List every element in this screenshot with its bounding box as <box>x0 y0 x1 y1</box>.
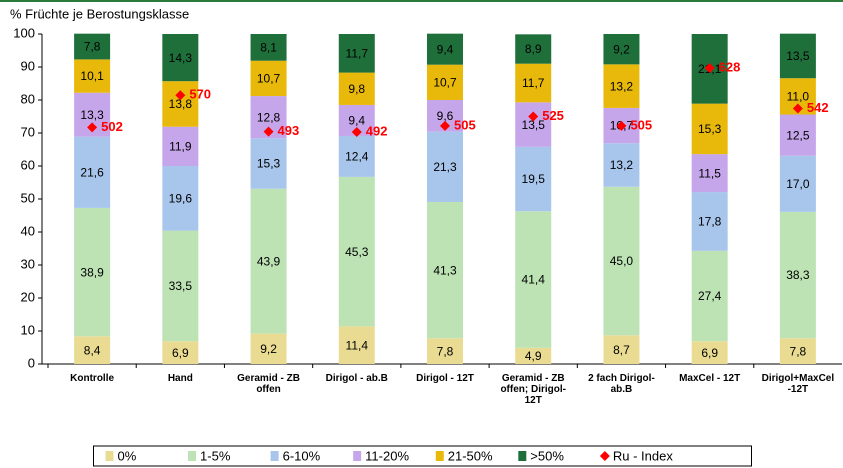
value-label: 15,3 <box>698 122 722 136</box>
value-label: 6,9 <box>172 346 189 360</box>
y-tick-label: 60 <box>21 157 35 172</box>
value-label: 45,3 <box>345 245 369 259</box>
value-label: 13,2 <box>610 158 634 172</box>
x-tick-label: Dirigol - 12T <box>405 373 485 384</box>
value-label: 14,3 <box>169 51 193 65</box>
value-label: 8,1 <box>260 41 277 55</box>
value-label: 21,6 <box>80 165 104 179</box>
legend-swatch <box>106 451 114 461</box>
y-tick-label: 90 <box>21 58 35 73</box>
value-label: 6,9 <box>701 346 718 360</box>
x-tick-label: Dirigol - ab.B <box>317 373 397 384</box>
value-label: 9,4 <box>437 42 454 56</box>
value-label: 8,4 <box>84 343 101 357</box>
value-label: 11,4 <box>346 338 369 352</box>
value-label: 38,9 <box>80 265 104 279</box>
y-tick-label: 30 <box>21 256 35 271</box>
value-label: 10,1 <box>80 69 104 83</box>
value-label: 7,8 <box>84 40 101 54</box>
value-label: 19,6 <box>169 192 193 206</box>
value-label: 7,8 <box>437 344 454 358</box>
chart-title: % Früchte je Berostungsklasse <box>10 6 189 21</box>
value-label: 10,7 <box>433 76 457 90</box>
legend-label: >50% <box>530 448 564 463</box>
value-label: 8,7 <box>613 343 630 357</box>
value-label: 13,5 <box>786 49 810 63</box>
y-tick-label: 40 <box>21 223 35 238</box>
legend-swatch <box>353 451 361 461</box>
value-label: 11,7 <box>522 76 545 90</box>
chart-svg: % Früchte je Berostungsklasse 0 10 20 30 40 5… <box>0 0 843 468</box>
value-label: 21,3 <box>433 160 457 174</box>
value-label: 17,8 <box>698 215 722 229</box>
legend-label: 1-5% <box>200 448 231 463</box>
legend-label: 0% <box>118 448 137 463</box>
x-tick-label: 2 fach Dirigol-ab.B <box>581 373 661 395</box>
value-label: 10,7 <box>257 72 281 86</box>
legend-label: Ru - Index <box>613 448 673 463</box>
y-tick-label: 10 <box>21 322 35 337</box>
value-label: 33,5 <box>169 279 193 293</box>
index-label: 628 <box>719 59 741 74</box>
x-tick-label: Hand <box>140 373 220 384</box>
value-label: 38,3 <box>786 268 810 282</box>
value-label: 45,0 <box>610 254 634 268</box>
index-label: 505 <box>630 117 652 132</box>
index-label: 492 <box>366 123 388 138</box>
index-label: 570 <box>189 87 211 102</box>
x-tick-label: MaxCel - 12T <box>670 373 750 384</box>
y-tick-label: 80 <box>21 91 35 106</box>
value-label: 17,0 <box>786 177 810 191</box>
value-label: 13,2 <box>610 79 634 93</box>
index-label: 493 <box>278 123 300 138</box>
value-label: 27,4 <box>698 289 722 303</box>
value-label: 12,4 <box>345 150 369 164</box>
value-label: 9,4 <box>348 114 365 128</box>
value-label: 43,9 <box>257 254 281 268</box>
legend-swatch <box>188 451 196 461</box>
legend-label: 6-10% <box>283 448 321 463</box>
value-label: 11,9 <box>169 140 192 154</box>
legend-swatch <box>518 451 526 461</box>
y-tick-label: 0 <box>28 355 35 370</box>
value-label: 9,2 <box>260 342 277 356</box>
value-label: 4,9 <box>525 349 542 363</box>
legend-swatch <box>271 451 279 461</box>
value-label: 15,3 <box>257 157 281 171</box>
y-tick-label: 100 <box>13 25 35 40</box>
value-label: 11,5 <box>698 166 721 180</box>
value-label: 11,7 <box>346 46 369 60</box>
legend-swatch <box>436 451 444 461</box>
value-label: 41,3 <box>433 263 457 277</box>
index-label: 542 <box>807 100 829 115</box>
index-label: 502 <box>101 119 123 134</box>
chart: % Früchte je Berostungsklasse 0 10 20 30 40 5… <box>0 0 843 468</box>
value-label: 9,6 <box>437 109 454 123</box>
value-label: 8,9 <box>525 42 542 56</box>
value-label: 41,4 <box>522 273 546 287</box>
value-label: 9,8 <box>348 82 365 96</box>
index-label: 525 <box>542 108 564 123</box>
x-tick-label: Geramid - ZB offen; Dirigol-12T <box>493 373 573 406</box>
y-tick-label: 20 <box>21 289 35 304</box>
value-label: 9,2 <box>613 42 630 56</box>
index-label: 505 <box>454 117 476 132</box>
value-label: 12,5 <box>786 128 810 142</box>
y-tick-label: 70 <box>21 124 35 139</box>
x-tick-label: Kontrolle <box>52 373 132 384</box>
legend-label: 21-50% <box>448 448 493 463</box>
value-label: 19,5 <box>522 172 546 186</box>
x-tick-label: Geramid - ZB offen <box>229 373 309 395</box>
y-tick-label: 50 <box>21 190 35 205</box>
legend-label: 11-20% <box>365 448 409 463</box>
value-label: 7,8 <box>790 344 807 358</box>
x-tick-label: Dirigol+MaxCel -12T <box>758 373 838 395</box>
